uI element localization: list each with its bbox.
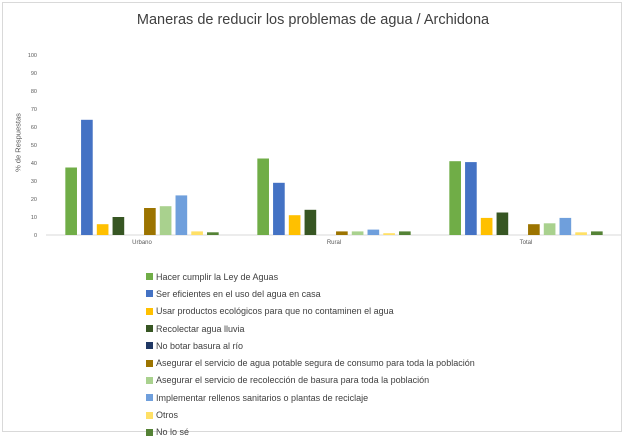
bar bbox=[112, 217, 125, 235]
bar bbox=[65, 167, 77, 235]
bar bbox=[543, 223, 556, 235]
bar bbox=[81, 119, 93, 235]
x-tick-label: Urbano bbox=[132, 240, 152, 246]
bar bbox=[383, 233, 395, 235]
y-tick-label: 20 bbox=[31, 197, 37, 203]
legend-swatch bbox=[146, 273, 153, 281]
bar bbox=[449, 161, 461, 235]
bar bbox=[257, 158, 269, 235]
y-tick-label: 30 bbox=[31, 179, 37, 185]
bar bbox=[96, 224, 109, 235]
x-tick-label: Rural bbox=[327, 240, 341, 246]
y-tick-label: 100 bbox=[28, 53, 37, 59]
bar bbox=[159, 206, 172, 235]
chart-plot: 0 10 20 30 40 50 60 70 80 90 100 Urbano Rural Total bbox=[28, 53, 622, 246]
legend-label: Recolectar agua lluvia bbox=[156, 323, 245, 334]
legend-item: Hacer cumplir la Ley de Aguas bbox=[146, 268, 475, 285]
legend-swatch bbox=[146, 376, 153, 384]
x-tick-label: Total bbox=[520, 240, 533, 246]
y-tick-label: 50 bbox=[31, 143, 37, 149]
legend-label: Hacer cumplir la Ley de Aguas bbox=[156, 271, 279, 282]
legend-label: Otros bbox=[156, 410, 179, 421]
legend-label: Asegurar el servicio de recolección de b… bbox=[156, 375, 430, 386]
legend-swatch bbox=[146, 394, 153, 402]
bar bbox=[480, 217, 493, 235]
y-tick-label: 40 bbox=[31, 161, 37, 167]
bar bbox=[207, 232, 219, 235]
legend-swatch bbox=[146, 307, 153, 315]
legend-item: Ser eficientes en el uso del agua en cas… bbox=[146, 285, 475, 302]
legend-item: No botar basura al río bbox=[146, 337, 475, 354]
legend-swatch bbox=[146, 428, 153, 436]
legend-item: Recolectar agua lluvia bbox=[146, 320, 475, 337]
bar bbox=[191, 231, 203, 235]
bar bbox=[528, 224, 540, 235]
legend: Hacer cumplir la Ley de Aguas Ser eficien… bbox=[146, 268, 475, 441]
bar bbox=[559, 217, 572, 235]
y-tick-label: 90 bbox=[31, 71, 37, 77]
legend-swatch bbox=[146, 359, 153, 367]
bar bbox=[399, 231, 411, 235]
y-tick-label: 60 bbox=[31, 125, 37, 131]
legend-label: Usar productos ecológicos para que no co… bbox=[156, 306, 394, 317]
legend-item: No lo sé bbox=[146, 424, 475, 441]
bar bbox=[288, 215, 301, 235]
bar bbox=[465, 162, 477, 235]
legend-item: Otros bbox=[146, 406, 475, 423]
bar bbox=[144, 208, 156, 235]
legend-item: Implementar rellenos sanitarios o planta… bbox=[146, 389, 475, 406]
legend-item: Asegurar el servicio de agua potable seg… bbox=[146, 354, 475, 371]
legend-swatch bbox=[146, 342, 153, 350]
legend-label: Ser eficientes en el uso del agua en cas… bbox=[156, 288, 321, 299]
legend-swatch bbox=[146, 411, 153, 419]
bar bbox=[273, 182, 285, 235]
legend-swatch bbox=[146, 290, 153, 298]
legend-label: No lo sé bbox=[156, 427, 190, 438]
bar bbox=[351, 231, 364, 235]
legend-item: Asegurar el servicio de recolección de b… bbox=[146, 372, 475, 389]
legend-swatch bbox=[146, 325, 153, 333]
chart-title: Maneras de reducir los problemas de agua… bbox=[136, 12, 490, 28]
bar bbox=[175, 195, 188, 235]
legend-label: Implementar rellenos sanitarios o planta… bbox=[156, 392, 369, 403]
legend-item: Usar productos ecológicos para que no co… bbox=[146, 303, 475, 320]
bar bbox=[336, 231, 348, 235]
y-tick-label: 10 bbox=[31, 215, 37, 221]
legend-label: Asegurar el servicio de agua potable seg… bbox=[156, 358, 475, 369]
bar bbox=[591, 231, 603, 235]
bar bbox=[575, 232, 587, 235]
y-tick-label: 0 bbox=[34, 233, 37, 239]
legend-label: No botar basura al río bbox=[156, 340, 244, 351]
bar bbox=[496, 212, 509, 235]
y-tick-label: 70 bbox=[31, 107, 37, 113]
bar bbox=[367, 229, 380, 235]
y-tick-label: 80 bbox=[31, 89, 37, 95]
bar bbox=[304, 209, 317, 235]
